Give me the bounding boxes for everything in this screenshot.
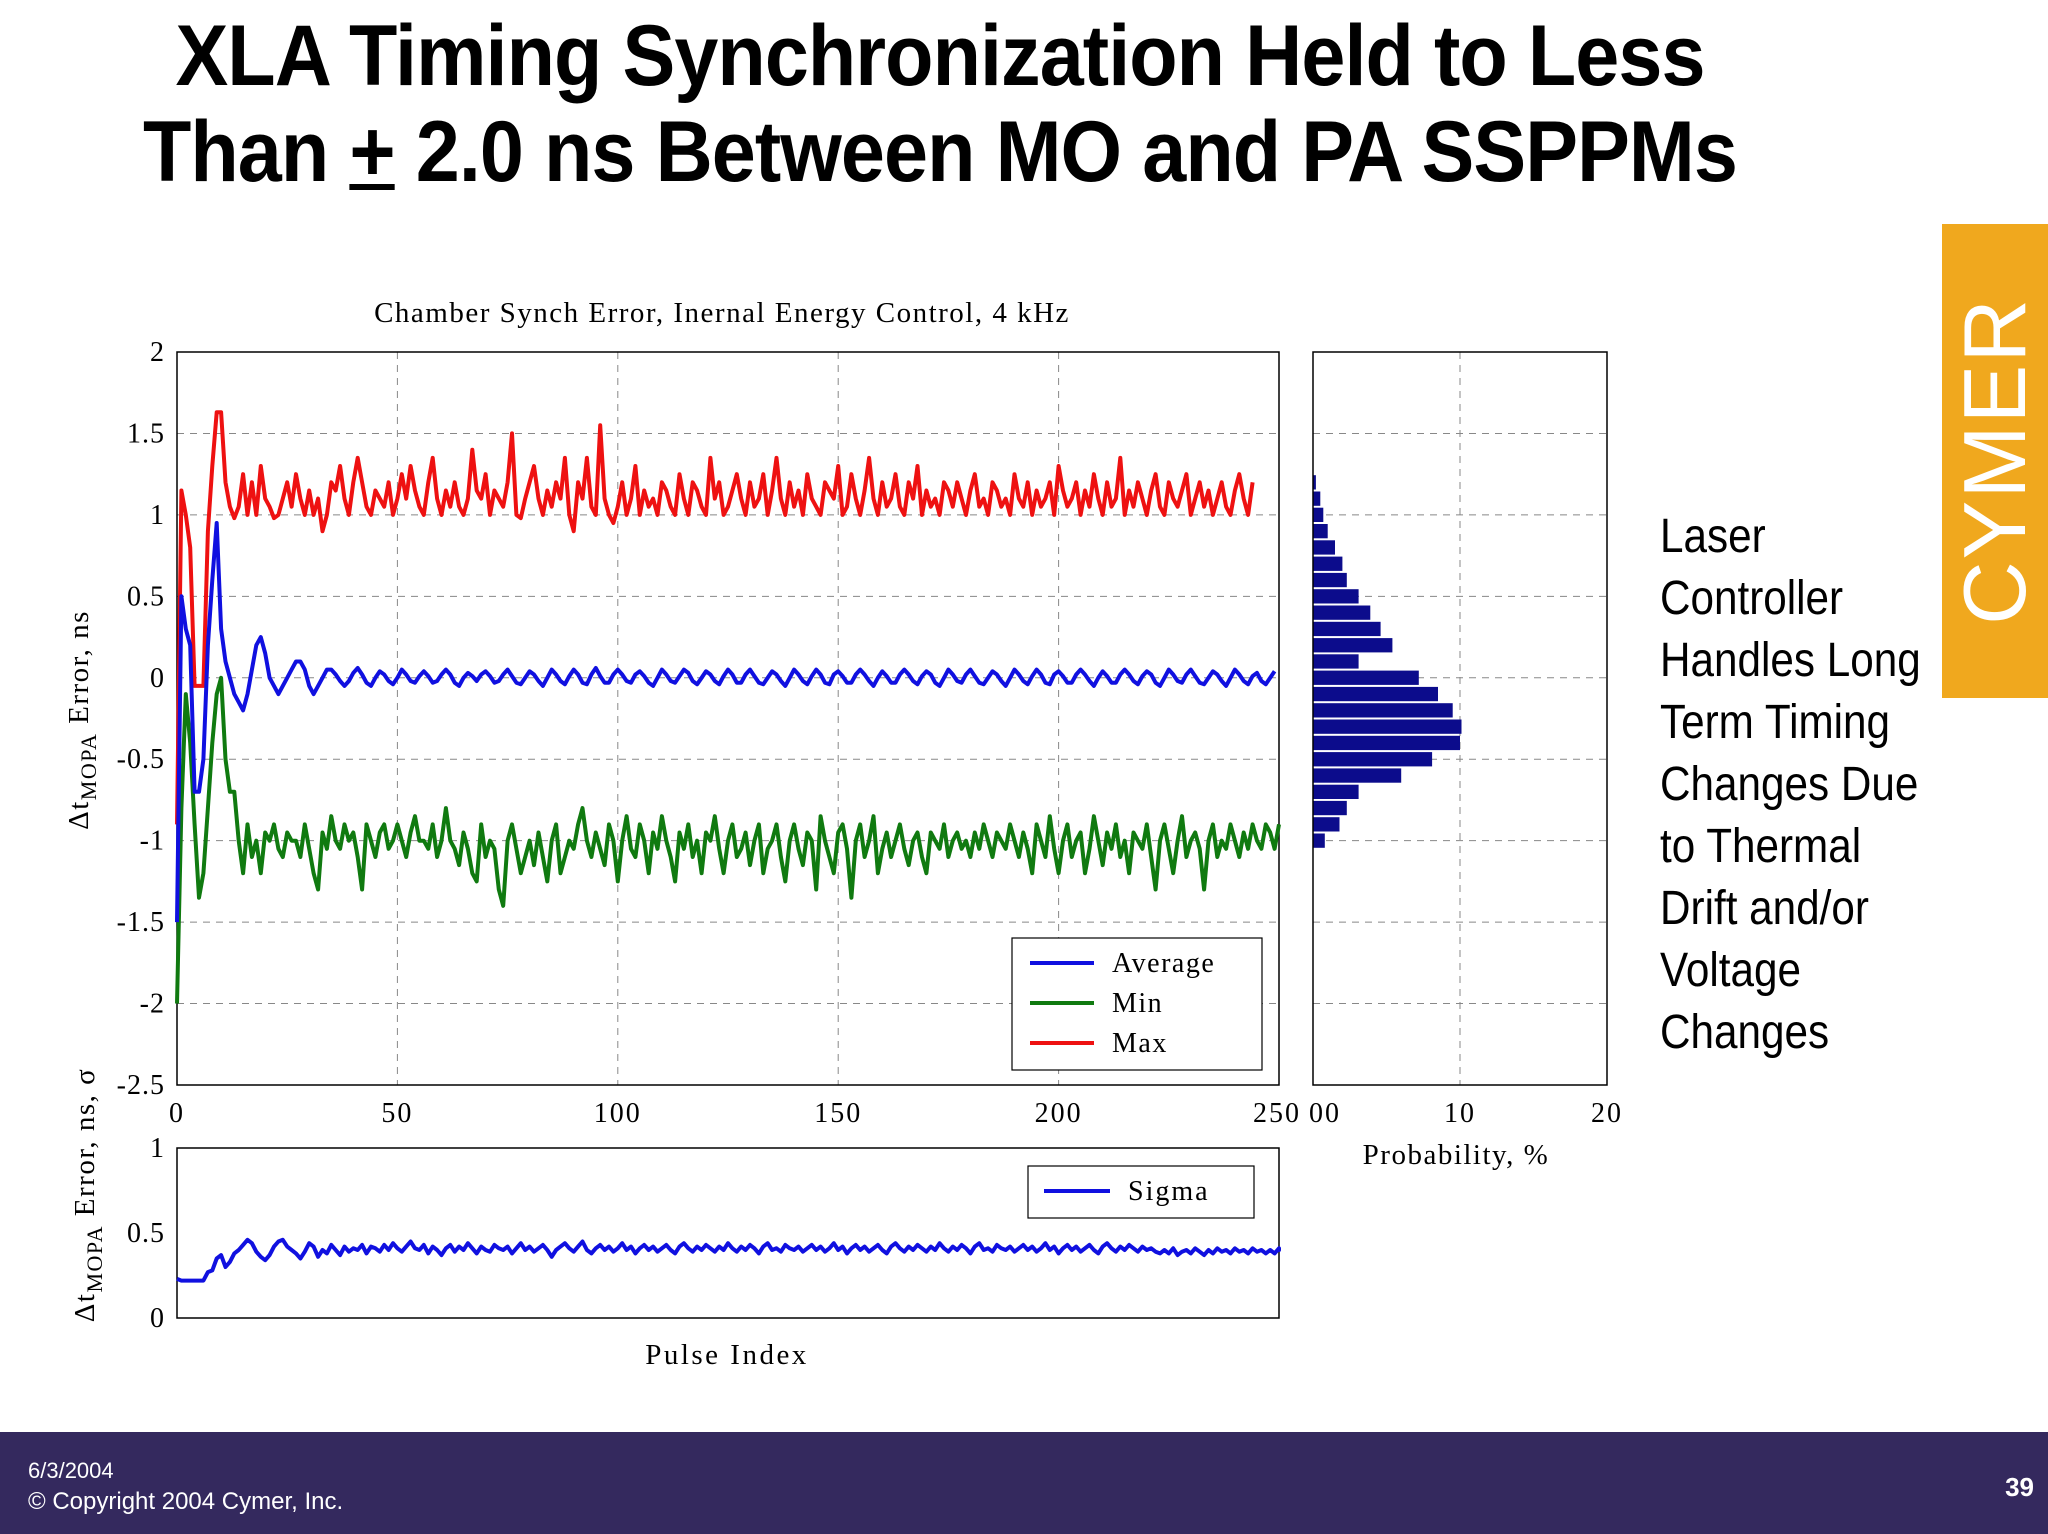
y-tick-label: -1 <box>140 826 165 857</box>
main-chart-legend: Average Min Max <box>1011 937 1263 1071</box>
histogram-bar <box>1313 475 1316 490</box>
series-line-sigma <box>176 1237 1281 1283</box>
hist-x-tick-label: 20 <box>1591 1098 1623 1129</box>
x-tick-label: 200 <box>1035 1098 1083 1129</box>
title-line-1: XLA Timing Synchronization Held to Less <box>175 8 1705 104</box>
side-text: Laser Controller Handles Long Term Timing Ch… <box>1660 506 1940 1064</box>
sigma-chart-series <box>176 1237 1281 1283</box>
series-line-min <box>175 675 1281 1004</box>
histogram-frame <box>1312 351 1608 1086</box>
page-number: 39 <box>2005 1472 2034 1502</box>
sigma-y-tick-label: 0 <box>150 1303 165 1334</box>
y-tick-label: -0.5 <box>117 744 165 775</box>
histogram-bar <box>1313 507 1324 522</box>
legend-max-label: Max <box>1112 1028 1168 1059</box>
footer-copyright: © Copyright 2004 Cymer, Inc. <box>28 1488 344 1515</box>
histogram-bar <box>1313 556 1343 571</box>
histogram-bar <box>1313 800 1347 816</box>
series-line-max <box>175 410 1255 825</box>
series-line-average <box>175 521 1277 923</box>
side-text-line: Changes Due <box>1660 758 1919 811</box>
histogram-bar <box>1313 735 1460 751</box>
main-chart-series <box>175 410 1281 1004</box>
histogram-bar <box>1313 703 1453 718</box>
side-text-line: Handles Long <box>1660 634 1921 687</box>
histogram-bar <box>1313 817 1340 832</box>
y-tick-label: 0.5 <box>127 581 165 612</box>
histogram-bar <box>1313 589 1359 604</box>
y-tick-label: 2 <box>150 337 165 368</box>
side-text-line: Controller <box>1660 572 1844 625</box>
legend-min-label: Min <box>1112 988 1163 1019</box>
main-chart-y-label: ΔtMOPA Error, ns <box>63 610 101 830</box>
histogram-bars <box>1313 475 1462 848</box>
x-tick-label: 250 <box>1253 1098 1301 1129</box>
x-tick-label: 100 <box>594 1098 642 1129</box>
side-text-line: Changes <box>1660 1006 1830 1059</box>
y-tick-label: 1.5 <box>127 418 165 449</box>
hist-x-tick-label: 00 <box>1309 1098 1341 1129</box>
histogram-x-label: Probability, % <box>1363 1139 1550 1171</box>
sigma-chart-frame <box>176 1147 1280 1319</box>
histogram-bar <box>1313 638 1393 653</box>
slide-title: XLA Timing Synchronization Held to Less … <box>75 8 1805 200</box>
histogram-grid <box>1313 352 1607 1085</box>
histogram-bar <box>1313 670 1419 685</box>
footer-date: 6/3/2004 <box>28 1458 114 1483</box>
side-text-line: Term Timing <box>1660 696 1891 749</box>
y-tick-label: 0 <box>150 663 165 694</box>
histogram-bar <box>1313 654 1359 669</box>
y-tick-label: -1.5 <box>117 907 165 938</box>
title-line-2: Than + 2.0 ns Between MO and PA SSPPMs <box>142 104 1738 200</box>
histogram-bar <box>1313 540 1335 555</box>
histogram-bar <box>1313 752 1433 767</box>
main-chart-title: Chamber Synch Error, Inernal Energy Cont… <box>374 297 1070 329</box>
x-tick-label: 50 <box>381 1098 413 1129</box>
side-text-line: Voltage <box>1660 944 1801 997</box>
side-text-line: Laser <box>1660 510 1766 563</box>
legend-average-label: Average <box>1112 948 1215 979</box>
sigma-y-tick-label: 0.5 <box>127 1218 165 1249</box>
histogram-bar <box>1313 686 1438 702</box>
cymer-logo: CYMER <box>1942 224 2048 698</box>
y-tick-label: -2 <box>140 989 165 1020</box>
histogram-bar <box>1313 524 1328 539</box>
y-tick-label: -2.5 <box>117 1070 165 1101</box>
main-chart-x-ticks: 0 50 100 150 200 250 <box>169 1098 1301 1129</box>
main-chart-y-ticks: 2 1.5 1 0.5 0 -0.5 -1 -1.5 -2 -2.5 <box>117 337 165 1101</box>
sigma-y-tick-label: 1 <box>150 1133 165 1164</box>
histogram-x-ticks: 00 10 20 <box>1309 1098 1623 1129</box>
histogram-bar <box>1313 784 1359 799</box>
x-tick-label: 0 <box>169 1098 185 1129</box>
plus-minus-sign: + <box>349 104 395 200</box>
histogram-bar <box>1313 605 1371 620</box>
side-text-line: to Thermal <box>1660 820 1862 873</box>
x-tick-label: 150 <box>814 1098 862 1129</box>
legend-sigma-label: Sigma <box>1128 1176 1210 1207</box>
footer-bar: 6/3/2004 © Copyright 2004 Cymer, Inc. 39 <box>0 1432 2048 1534</box>
sigma-chart-legend: Sigma <box>1027 1165 1255 1219</box>
sigma-chart-y-label: ΔtMOPA Error, ns, σ <box>69 1068 107 1322</box>
sigma-chart-y-ticks: 10.50 <box>127 1133 165 1334</box>
cymer-logo-text: CYMER <box>1945 297 2044 625</box>
hist-x-tick-label: 10 <box>1444 1098 1476 1129</box>
histogram-bar <box>1313 833 1325 848</box>
histogram-bar <box>1313 572 1347 588</box>
histogram-bar <box>1313 768 1402 783</box>
histogram-bar <box>1313 621 1381 637</box>
side-text-line: Drift and/or <box>1660 882 1869 935</box>
histogram-bar <box>1313 719 1462 734</box>
y-tick-label: 1 <box>150 500 165 531</box>
histogram-bar <box>1313 491 1321 506</box>
sigma-chart-x-label: Pulse Index <box>645 1339 809 1371</box>
